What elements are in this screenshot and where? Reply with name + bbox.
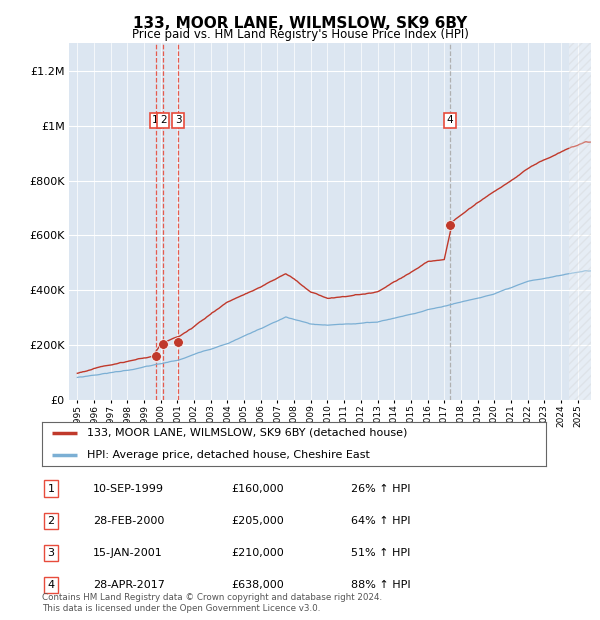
Text: 26% ↑ HPI: 26% ↑ HPI	[351, 484, 410, 494]
Text: 88% ↑ HPI: 88% ↑ HPI	[351, 580, 410, 590]
Text: 133, MOOR LANE, WILMSLOW, SK9 6BY (detached house): 133, MOOR LANE, WILMSLOW, SK9 6BY (detac…	[88, 428, 408, 438]
Text: 28-APR-2017: 28-APR-2017	[93, 580, 165, 590]
Text: £638,000: £638,000	[231, 580, 284, 590]
Text: HPI: Average price, detached house, Cheshire East: HPI: Average price, detached house, Ches…	[88, 450, 370, 460]
Text: Contains HM Land Registry data © Crown copyright and database right 2024.
This d: Contains HM Land Registry data © Crown c…	[42, 593, 382, 613]
Text: 2: 2	[160, 115, 167, 125]
Text: 64% ↑ HPI: 64% ↑ HPI	[351, 516, 410, 526]
Text: 10-SEP-1999: 10-SEP-1999	[93, 484, 164, 494]
Text: 4: 4	[446, 115, 453, 125]
Bar	[569, 43, 595, 400]
Text: Price paid vs. HM Land Registry's House Price Index (HPI): Price paid vs. HM Land Registry's House …	[131, 28, 469, 41]
Text: 28-FEB-2000: 28-FEB-2000	[93, 516, 164, 526]
Text: 1: 1	[47, 484, 55, 494]
Text: 4: 4	[47, 580, 55, 590]
Text: 3: 3	[175, 115, 181, 125]
Text: £205,000: £205,000	[231, 516, 284, 526]
Text: 51% ↑ HPI: 51% ↑ HPI	[351, 548, 410, 558]
Text: 15-JAN-2001: 15-JAN-2001	[93, 548, 163, 558]
Text: 2: 2	[47, 516, 55, 526]
Text: 1: 1	[152, 115, 159, 125]
Text: 3: 3	[47, 548, 55, 558]
Text: 133, MOOR LANE, WILMSLOW, SK9 6BY: 133, MOOR LANE, WILMSLOW, SK9 6BY	[133, 16, 467, 30]
Text: £210,000: £210,000	[231, 548, 284, 558]
Text: £160,000: £160,000	[231, 484, 284, 494]
